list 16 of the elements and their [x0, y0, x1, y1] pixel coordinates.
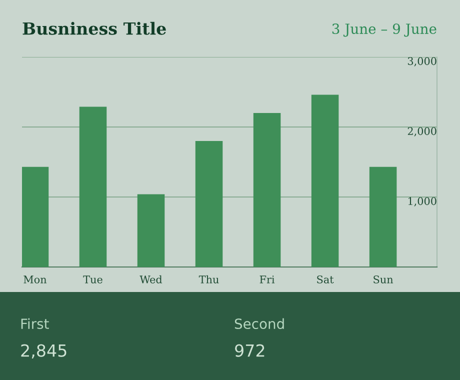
x-tick-label: Sun — [374, 276, 394, 284]
x-tick-label: Thu — [198, 275, 219, 284]
text: First — [21, 318, 49, 330]
x-tick-label: Mon — [24, 276, 47, 284]
y-tick-label: 1,000 — [408, 197, 436, 206]
text: Second — [234, 318, 284, 330]
text: 972 — [235, 344, 264, 357]
x-tick-label: Wed — [140, 275, 162, 284]
text: 2,845 — [21, 344, 66, 359]
chart-subtitle: 3 June – 9 June — [332, 24, 436, 37]
chart-title: Busniness Title — [22, 22, 166, 35]
x-tick-label: Tue — [83, 276, 102, 284]
y-tick-label: 3,000 — [408, 57, 436, 66]
x-tick-label: Fri — [260, 276, 275, 284]
y-tick-label: 2,000 — [408, 127, 436, 136]
x-tick-label: Sat — [317, 276, 334, 284]
